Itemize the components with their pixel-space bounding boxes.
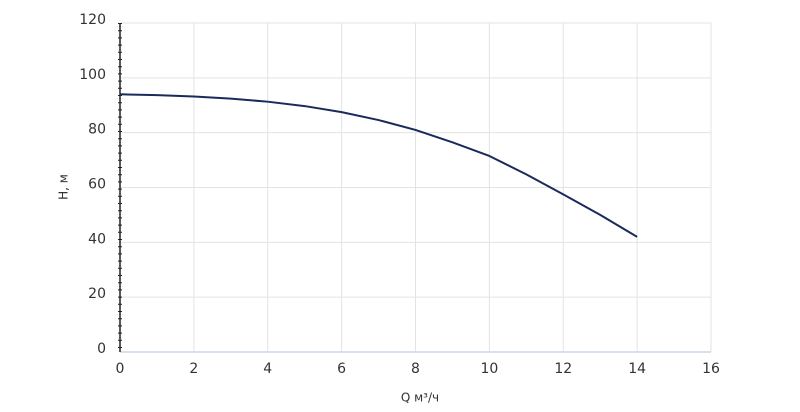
x-tick-label: 4 — [263, 361, 272, 377]
y-tick-label: 120 — [79, 12, 106, 28]
y-tick-label: 60 — [88, 177, 106, 193]
x-tick-label: 6 — [337, 361, 346, 377]
y-tick-label: 0 — [97, 341, 106, 357]
data-line — [119, 93, 638, 238]
y-tick-label: 80 — [88, 122, 106, 138]
x-tick-label: 12 — [554, 361, 572, 377]
x-tick-label: 8 — [411, 361, 420, 377]
x-tick-label: 10 — [480, 361, 498, 377]
x-tick-label: 14 — [628, 361, 646, 377]
y-tick-label: 100 — [79, 67, 106, 83]
x-axis-label: Q м³/ч — [401, 391, 439, 405]
x-tick-label: 2 — [189, 361, 198, 377]
y-tick-label: 40 — [88, 231, 106, 247]
y-tick-label: 20 — [88, 286, 106, 302]
x-tick-label: 0 — [116, 361, 125, 377]
x-tick-label: 16 — [702, 361, 720, 377]
y-axis-label: H, м — [57, 174, 71, 200]
